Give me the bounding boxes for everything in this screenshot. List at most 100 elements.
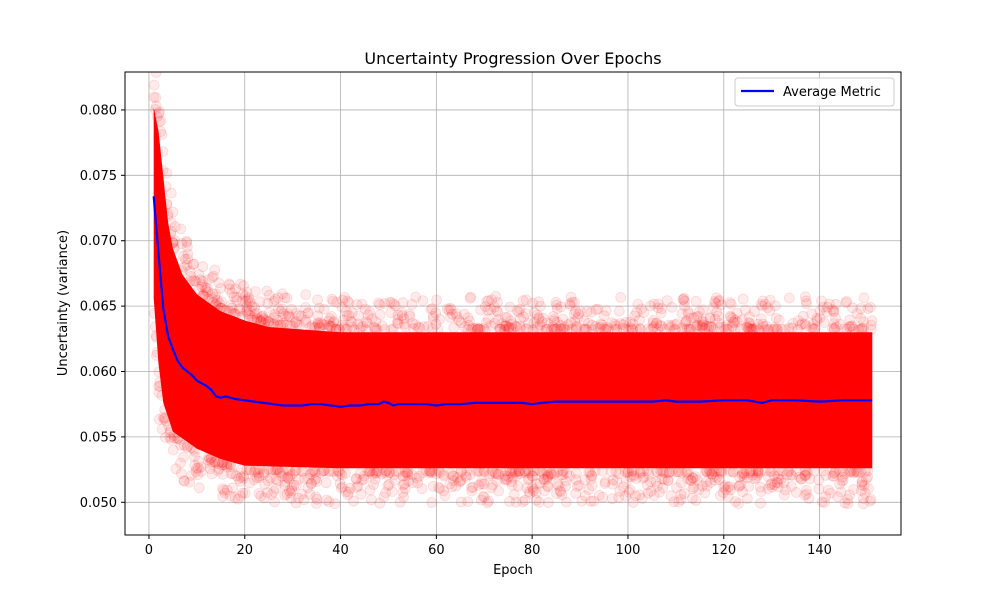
scatter-point [368, 321, 380, 333]
scatter-point [626, 465, 638, 477]
scatter-point [492, 296, 503, 308]
scatter-point [177, 451, 189, 463]
scatter-point [259, 317, 270, 329]
scatter-point [160, 181, 172, 192]
scatter-point [772, 477, 783, 489]
scatter-point [448, 475, 459, 486]
scatter-point [454, 476, 465, 488]
scatter-point [453, 314, 465, 326]
scatter-point [532, 321, 543, 333]
scatter-point [280, 310, 291, 322]
scatter-point [455, 317, 467, 329]
scatter-point [213, 456, 225, 468]
scatter-point [769, 322, 781, 333]
scatter-point [692, 319, 704, 331]
scatter-point [790, 486, 802, 498]
scatter-point [169, 235, 181, 247]
scatter-point [708, 466, 720, 478]
scatter-point [258, 492, 270, 504]
scatter-point [354, 324, 365, 336]
scatter-point [722, 491, 734, 503]
scatter-point [178, 475, 190, 487]
scatter-point [555, 323, 567, 335]
scatter-point [320, 477, 332, 489]
scatter-point [259, 478, 271, 490]
scatter-point [300, 316, 312, 328]
scatter-point [161, 198, 173, 210]
scatter-point [865, 301, 876, 313]
scatter-point [800, 465, 812, 477]
scatter-point [830, 321, 842, 333]
scatter-point [503, 321, 515, 333]
scatter-point [711, 292, 722, 304]
scatter-point [659, 323, 670, 335]
scatter-point [495, 323, 507, 335]
scatter-point [670, 466, 682, 478]
scatter-point [251, 307, 263, 319]
scatter-point [609, 318, 621, 330]
scatter-point [844, 321, 855, 333]
scatter-point [508, 489, 520, 501]
scatter-point [257, 314, 269, 326]
x-tick-label: 120 [711, 543, 736, 558]
scatter-point [482, 304, 494, 316]
scatter-point [439, 490, 451, 502]
scatter-point [403, 475, 415, 487]
scatter-point [416, 483, 428, 495]
scatter-point [315, 317, 327, 329]
scatter-point [576, 495, 588, 507]
scatter-point [150, 332, 162, 343]
scatter-point [779, 324, 791, 336]
scatter-point [202, 286, 214, 298]
scatter-point [766, 478, 777, 490]
scatter-point [283, 310, 294, 322]
scatter-point [527, 485, 539, 497]
scatter-point [746, 324, 758, 335]
scatter-point [645, 476, 657, 488]
scatter-point [728, 317, 740, 329]
scatter-point [343, 310, 355, 321]
scatter-point [596, 319, 608, 331]
scatter-point [326, 293, 338, 305]
scatter-point [851, 307, 863, 319]
scatter-point [406, 469, 418, 481]
scatter-point [541, 473, 553, 485]
scatter-point [727, 320, 738, 332]
scatter-point [300, 314, 312, 326]
scatter-point [486, 479, 498, 491]
scatter-point [382, 480, 394, 492]
scatter-point [652, 302, 664, 314]
scatter-point [464, 292, 476, 304]
scatter-point [561, 467, 573, 479]
scatter-point [648, 490, 660, 501]
scatter-point [262, 475, 274, 487]
scatter-point [787, 317, 799, 329]
scatter-point [634, 489, 646, 501]
scatter-point [620, 316, 632, 328]
scatter-point [583, 466, 595, 478]
scatter-point [666, 301, 678, 313]
scatter-point [613, 468, 625, 480]
scatter-point [666, 320, 677, 332]
scatter-point [155, 115, 167, 127]
scatter-point [302, 307, 314, 319]
scatter-point [727, 466, 739, 478]
scatter-point [856, 322, 868, 334]
scatter-point [565, 291, 577, 303]
scatter-point [552, 316, 563, 328]
scatter-point [681, 323, 693, 335]
scatter-point [641, 465, 653, 477]
scatter-point [778, 477, 790, 489]
scatter-point [153, 380, 165, 392]
scatter-point [337, 294, 349, 306]
scatter-point [369, 467, 381, 479]
scatter-point [356, 298, 368, 310]
scatter-point [508, 465, 520, 477]
scatter-point [478, 465, 490, 477]
scatter-point [721, 320, 732, 331]
scatter-point [845, 466, 857, 478]
scatter-point [285, 487, 297, 499]
scatter-point [699, 322, 711, 334]
scatter-point [643, 468, 655, 480]
scatter-point [744, 311, 755, 323]
